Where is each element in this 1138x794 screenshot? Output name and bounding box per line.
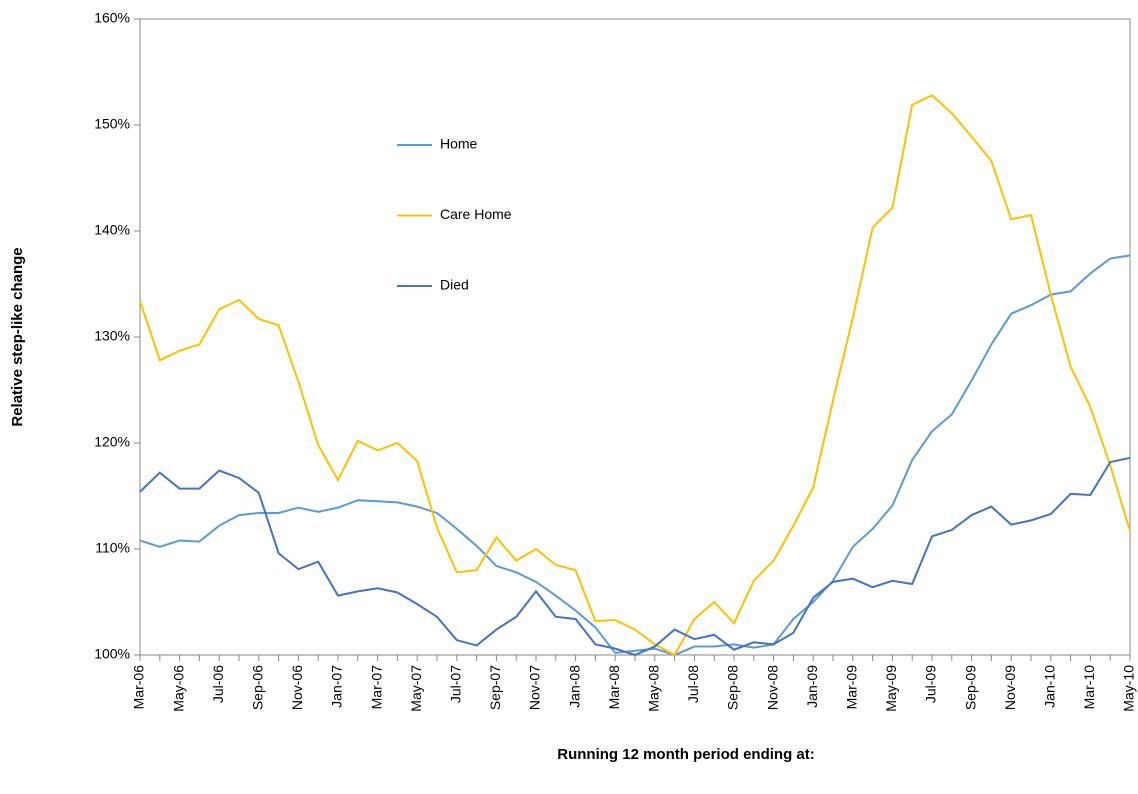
x-tick-label: Jan-07	[329, 665, 345, 708]
x-tick-label: Sep-09	[962, 665, 978, 710]
y-tick-label: 120%	[94, 434, 130, 450]
x-tick-label: Sep-07	[487, 665, 503, 710]
series-line	[139, 456, 1131, 657]
series-line	[139, 254, 1131, 657]
x-tick-label: Jul-09	[923, 665, 939, 703]
x-tick-label: Jul-06	[210, 665, 226, 703]
x-tick-label: May-07	[408, 665, 424, 712]
y-tick-label: 140%	[94, 222, 130, 238]
y-axis-label: Relative step-like change	[9, 247, 26, 426]
x-tick-label: Mar-09	[844, 665, 860, 710]
legend-label: Died	[440, 277, 469, 293]
x-tick-label: Jan-09	[804, 665, 820, 708]
y-tick-label: 110%	[95, 540, 130, 556]
x-tick-label: Jan-10	[1042, 665, 1058, 708]
x-tick-label: Jul-08	[685, 665, 701, 703]
x-tick-label: Mar-06	[131, 665, 147, 710]
x-tick-label: Nov-07	[527, 665, 543, 710]
y-tick-label: 100%	[94, 646, 130, 662]
x-tick-label: Jul-07	[448, 665, 464, 703]
plot-area	[139, 18, 1131, 656]
x-tick-label: Nov-09	[1002, 665, 1018, 710]
x-tick-label: May-10	[1121, 665, 1137, 712]
x-tick-label: May-06	[170, 665, 186, 712]
x-tick-label: May-08	[646, 665, 662, 712]
x-tick-label: Nov-06	[289, 665, 305, 710]
x-tick-label: Sep-06	[250, 665, 266, 710]
x-tick-label: Mar-10	[1081, 665, 1097, 710]
series-line	[139, 94, 1131, 657]
x-tick-label: Nov-08	[764, 665, 780, 710]
legend-label: Care Home	[440, 206, 512, 222]
x-tick-label: May-09	[883, 665, 899, 712]
x-axis-label: Running 12 month period ending at:	[557, 746, 814, 763]
x-tick-label: Mar-07	[368, 665, 384, 710]
y-tick-label: 160%	[94, 10, 130, 26]
y-tick-label: 150%	[94, 116, 130, 132]
x-tick-label: Mar-08	[606, 665, 622, 710]
legend-label: Home	[440, 136, 478, 152]
x-tick-label: Jan-08	[566, 665, 582, 708]
y-tick-label: 130%	[94, 328, 130, 344]
x-tick-label: Sep-08	[725, 665, 741, 710]
